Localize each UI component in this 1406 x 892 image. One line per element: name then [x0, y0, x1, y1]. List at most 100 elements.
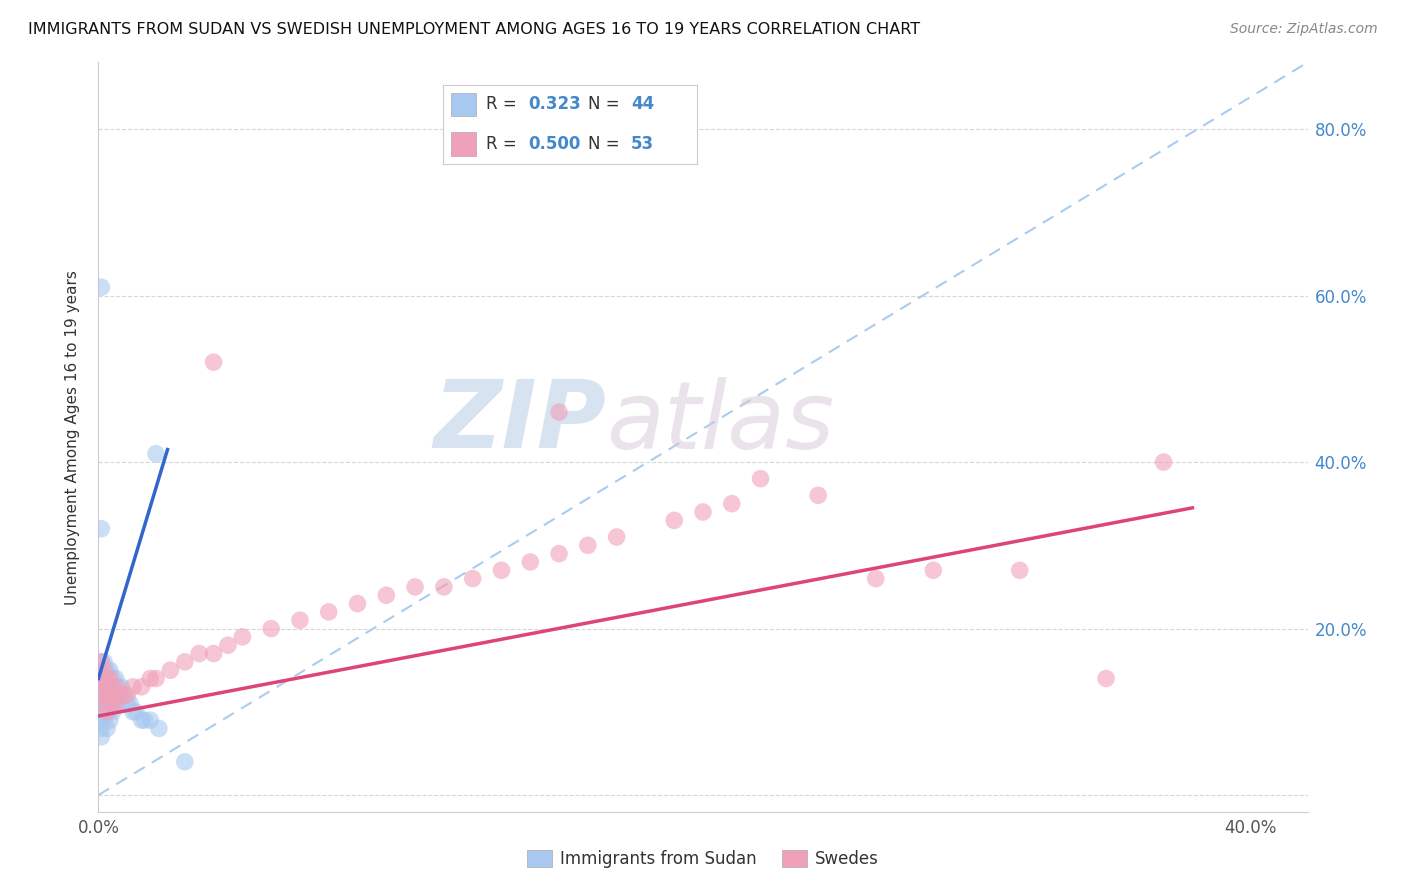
Point: [749, 472, 772, 486]
Point: [202, 647, 225, 661]
Point: [375, 588, 398, 602]
Legend: Immigrants from Sudan, Swedes: Immigrants from Sudan, Swedes: [520, 843, 886, 875]
Point: [98, 680, 121, 694]
Point: [104, 688, 127, 702]
Point: [461, 572, 484, 586]
Point: [288, 613, 311, 627]
Point: [433, 580, 456, 594]
Point: [120, 697, 142, 711]
Point: [606, 530, 628, 544]
Point: [96, 688, 118, 702]
Point: [96, 680, 118, 694]
Point: [90, 680, 112, 694]
Point: [93, 655, 115, 669]
Text: Source: ZipAtlas.com: Source: ZipAtlas.com: [1230, 22, 1378, 37]
Point: [115, 688, 138, 702]
Point: [576, 538, 599, 552]
Point: [1153, 455, 1175, 469]
Point: [145, 672, 167, 686]
Point: [115, 697, 138, 711]
Point: [720, 497, 742, 511]
Point: [122, 680, 145, 694]
Point: [90, 705, 112, 719]
Point: [104, 697, 127, 711]
Point: [96, 722, 118, 736]
Point: [90, 697, 112, 711]
Point: [1095, 672, 1118, 686]
Point: [807, 488, 830, 502]
Point: [90, 522, 112, 536]
Point: [101, 688, 124, 702]
Point: [217, 638, 239, 652]
Point: [692, 505, 714, 519]
Point: [98, 713, 121, 727]
Point: [90, 730, 112, 744]
Point: [96, 672, 118, 686]
Point: [93, 680, 115, 694]
Point: [90, 672, 112, 686]
Point: [131, 680, 153, 694]
Point: [491, 563, 513, 577]
Point: [922, 563, 945, 577]
Point: [202, 355, 225, 369]
Point: [664, 513, 686, 527]
Point: [104, 672, 127, 686]
Point: [96, 663, 118, 677]
Point: [98, 663, 121, 677]
Point: [90, 688, 112, 702]
Point: [104, 680, 127, 694]
Point: [112, 688, 135, 702]
Point: [260, 622, 283, 636]
Point: [865, 572, 887, 586]
Point: [93, 680, 115, 694]
Point: [107, 688, 129, 702]
Y-axis label: Unemployment Among Ages 16 to 19 years: Unemployment Among Ages 16 to 19 years: [65, 269, 80, 605]
Point: [131, 713, 153, 727]
Point: [173, 655, 195, 669]
Point: [93, 697, 115, 711]
Point: [90, 655, 112, 669]
Point: [107, 680, 129, 694]
Point: [90, 722, 112, 736]
Point: [145, 447, 167, 461]
Point: [90, 713, 112, 727]
Point: [231, 630, 253, 644]
Point: [90, 655, 112, 669]
Point: [110, 688, 132, 702]
Point: [101, 697, 124, 711]
Point: [98, 672, 121, 686]
Point: [96, 705, 118, 719]
Point: [93, 713, 115, 727]
Point: [107, 697, 129, 711]
Point: [1008, 563, 1031, 577]
Point: [139, 672, 162, 686]
Point: [125, 705, 148, 719]
Point: [148, 722, 170, 736]
Point: [139, 713, 162, 727]
Point: [98, 697, 121, 711]
Point: [346, 597, 368, 611]
Point: [173, 755, 195, 769]
Point: [101, 672, 124, 686]
Point: [93, 663, 115, 677]
Point: [96, 688, 118, 702]
Point: [159, 663, 181, 677]
Point: [188, 647, 211, 661]
Point: [548, 405, 571, 419]
Point: [90, 280, 112, 294]
Point: [93, 697, 115, 711]
Point: [318, 605, 340, 619]
Point: [404, 580, 426, 594]
Text: IMMIGRANTS FROM SUDAN VS SWEDISH UNEMPLOYMENT AMONG AGES 16 TO 19 YEARS CORRELAT: IMMIGRANTS FROM SUDAN VS SWEDISH UNEMPLO…: [28, 22, 921, 37]
Point: [93, 672, 115, 686]
Point: [548, 547, 571, 561]
Point: [90, 672, 112, 686]
Point: [101, 680, 124, 694]
Point: [110, 680, 132, 694]
Point: [134, 713, 156, 727]
Point: [519, 555, 541, 569]
Point: [122, 705, 145, 719]
Point: [90, 688, 112, 702]
Point: [98, 688, 121, 702]
Point: [96, 705, 118, 719]
